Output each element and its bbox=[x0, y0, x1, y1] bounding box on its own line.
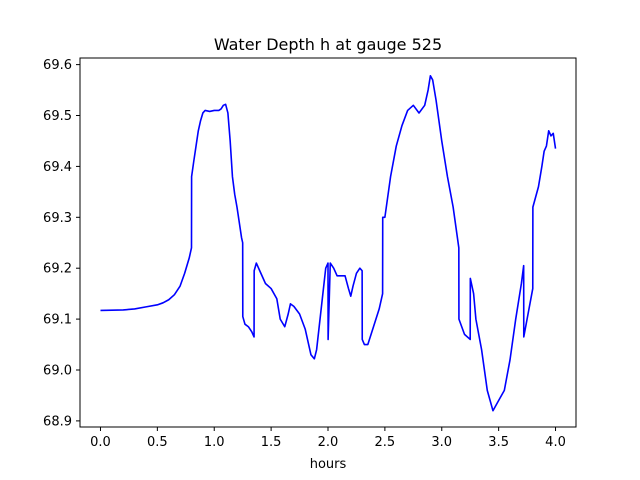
series-layer bbox=[100, 75, 557, 412]
chart-title: Water Depth h at gauge 525 bbox=[214, 35, 442, 54]
y-tick-label: 69.4 bbox=[43, 160, 72, 175]
y-tick-label: 69.2 bbox=[43, 262, 72, 277]
y-axis: 68.9 69.0 69.1 69.2 69.3 69.4 69.5 69.6 bbox=[43, 58, 80, 429]
y-tick-label: 69.6 bbox=[43, 58, 72, 73]
y-tick-label: 68.9 bbox=[43, 414, 72, 429]
y-tick-label: 69.3 bbox=[43, 211, 72, 226]
x-tick-label: 1.5 bbox=[261, 435, 282, 450]
x-tick-label: 0.5 bbox=[147, 435, 168, 450]
x-tick-label: 0.0 bbox=[90, 435, 111, 450]
x-tick-label: 3.0 bbox=[431, 435, 452, 450]
y-tick-label: 69.1 bbox=[43, 313, 72, 328]
x-tick-label: 2.5 bbox=[375, 435, 396, 450]
x-axis-label: hours bbox=[310, 457, 347, 472]
x-tick-label: 4.0 bbox=[545, 435, 566, 450]
x-axis: 0.0 0.5 1.0 1.5 2.0 2.5 3.0 3.5 4.0 bbox=[90, 427, 566, 450]
y-tick-label: 69.5 bbox=[43, 109, 72, 124]
y-tick-label: 69.0 bbox=[43, 363, 72, 378]
x-tick-label: 1.0 bbox=[204, 435, 225, 450]
x-tick-label: 2.0 bbox=[318, 435, 339, 450]
series-line bbox=[100, 75, 557, 412]
x-tick-label: 3.5 bbox=[488, 435, 509, 450]
